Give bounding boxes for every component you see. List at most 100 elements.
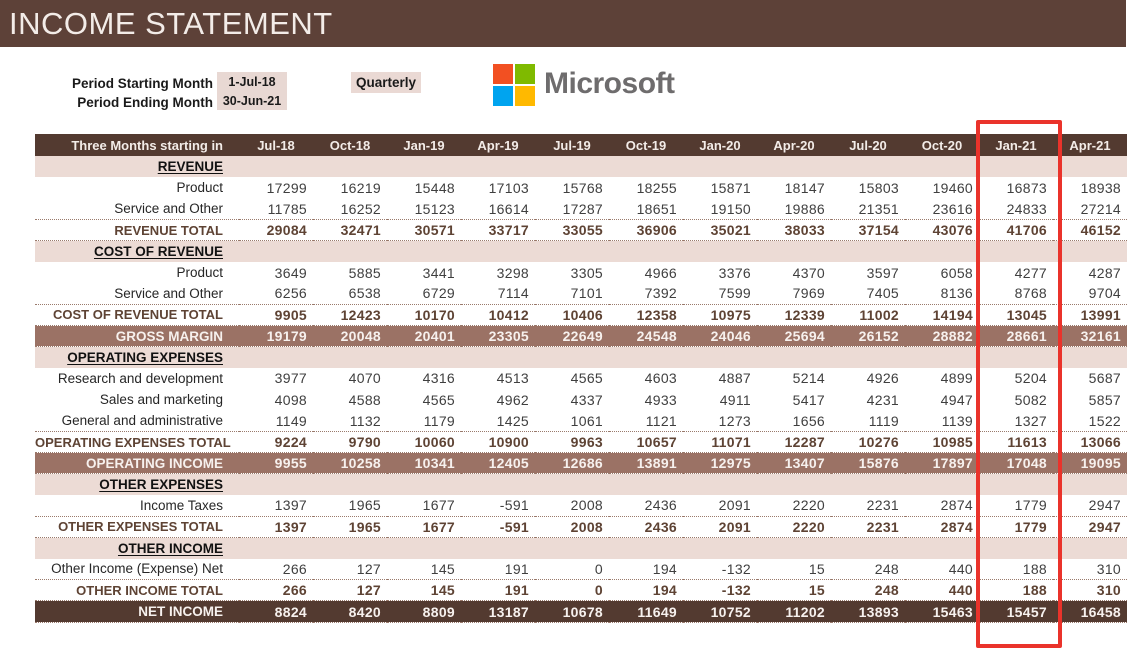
cell-Jul-19[interactable]: 1061 bbox=[570, 412, 603, 429]
section-filler[interactable] bbox=[239, 241, 1127, 262]
column-header-Jul-19[interactable]: Jul-19 bbox=[553, 137, 591, 153]
cell-Jan-21[interactable]: 13045 bbox=[1006, 306, 1047, 323]
cell-Jul-20[interactable]: 37154 bbox=[858, 222, 899, 239]
row-label[interactable]: REVENUE TOTAL bbox=[114, 222, 223, 238]
cell-Jul-19[interactable]: 4337 bbox=[570, 391, 603, 408]
cell-Apr-19[interactable]: 4513 bbox=[496, 370, 529, 387]
cell-Apr-20[interactable]: 2220 bbox=[792, 518, 825, 535]
cell-Jan-20[interactable]: 1273 bbox=[718, 412, 751, 429]
cell-Oct-18[interactable]: 32471 bbox=[340, 222, 381, 239]
cell-Apr-20[interactable]: 18147 bbox=[784, 179, 825, 196]
cell-Jan-21[interactable]: 17048 bbox=[1006, 455, 1047, 472]
cell-Oct-19[interactable]: 194 bbox=[652, 582, 677, 599]
cell-Apr-21[interactable]: 9704 bbox=[1088, 285, 1121, 302]
cell-Jan-19[interactable]: 3441 bbox=[422, 264, 455, 281]
cell-Jan-20[interactable]: 15871 bbox=[710, 179, 751, 196]
cell-Oct-20[interactable]: 2874 bbox=[940, 497, 973, 514]
cell-Jan-20[interactable]: 11071 bbox=[711, 434, 751, 451]
cell-Jul-18[interactable]: 6256 bbox=[274, 285, 307, 302]
cell-Jan-21[interactable]: 8768 bbox=[1014, 285, 1047, 302]
cell-Oct-20[interactable]: 15463 bbox=[932, 603, 973, 620]
cell-Apr-19[interactable]: 191 bbox=[504, 582, 529, 599]
column-header-Oct-18[interactable]: Oct-18 bbox=[329, 137, 371, 153]
cell-Apr-21[interactable]: 2947 bbox=[1088, 497, 1121, 514]
cell-Oct-20[interactable]: 19460 bbox=[932, 179, 973, 196]
cell-Jan-20[interactable]: 19150 bbox=[710, 200, 751, 217]
cell-Jul-18[interactable]: 1149 bbox=[275, 412, 307, 429]
period-starting-value-cell[interactable]: 1-Jul-18 bbox=[217, 72, 287, 91]
cell-Jan-19[interactable]: 6729 bbox=[422, 285, 455, 302]
cell-Jan-21[interactable]: 15457 bbox=[1006, 603, 1047, 620]
cell-Jan-20[interactable]: 2091 bbox=[718, 497, 751, 514]
cell-Apr-20[interactable]: 5214 bbox=[792, 370, 825, 387]
cell-Oct-20[interactable]: 4899 bbox=[940, 370, 973, 387]
cell-Jan-19[interactable]: 8809 bbox=[422, 603, 455, 620]
cell-Apr-21[interactable]: 32161 bbox=[1080, 328, 1121, 345]
cell-Oct-20[interactable]: 28882 bbox=[932, 328, 973, 345]
cell-Jan-21[interactable]: 1779 bbox=[1014, 518, 1047, 535]
row-label[interactable]: OTHER INCOME bbox=[117, 540, 223, 556]
row-label[interactable]: Product bbox=[176, 180, 223, 196]
cell-Jul-18[interactable]: 3649 bbox=[274, 264, 307, 281]
cell-Jul-20[interactable]: 13893 bbox=[858, 603, 899, 620]
cell-Jan-20[interactable]: 12975 bbox=[710, 455, 751, 472]
cell-Apr-19[interactable]: 23305 bbox=[488, 328, 529, 345]
cell-Jul-18[interactable]: 4098 bbox=[274, 391, 307, 408]
cell-Jul-20[interactable]: 21351 bbox=[858, 200, 899, 217]
row-label[interactable]: OTHER INCOME TOTAL bbox=[76, 582, 223, 598]
cell-Jan-19[interactable]: 4565 bbox=[422, 391, 455, 408]
row-label[interactable]: General and administrative bbox=[61, 413, 223, 429]
cell-Oct-19[interactable]: 194 bbox=[652, 560, 677, 577]
cell-Jul-20[interactable]: 7405 bbox=[866, 285, 899, 302]
cell-Jan-21[interactable]: 188 bbox=[1022, 582, 1047, 599]
cell-Oct-18[interactable]: 4070 bbox=[348, 370, 381, 387]
cell-Apr-20[interactable]: 7969 bbox=[792, 285, 825, 302]
cell-Jan-20[interactable]: 3376 bbox=[718, 264, 751, 281]
section-filler[interactable] bbox=[239, 347, 1127, 368]
cell-Oct-18[interactable]: 10258 bbox=[340, 455, 381, 472]
cell-Jul-18[interactable]: 8824 bbox=[274, 603, 307, 620]
cell-Jul-19[interactable]: 3305 bbox=[570, 264, 603, 281]
cell-Oct-19[interactable]: 2436 bbox=[644, 518, 677, 535]
cell-Oct-18[interactable]: 8420 bbox=[348, 603, 381, 620]
row-label[interactable]: OPERATING EXPENSES bbox=[67, 350, 223, 366]
cell-Jul-19[interactable]: 12686 bbox=[562, 455, 603, 472]
cell-Apr-19[interactable]: 10412 bbox=[488, 306, 529, 323]
cell-Jul-19[interactable]: 10406 bbox=[562, 306, 603, 323]
cell-Jul-18[interactable]: 9224 bbox=[274, 434, 307, 451]
cell-Oct-19[interactable]: 2436 bbox=[644, 497, 677, 514]
cell-Oct-20[interactable]: 23616 bbox=[932, 200, 973, 217]
frequency-dropdown-cell[interactable]: Quarterly bbox=[351, 72, 421, 93]
row-label[interactable]: Product bbox=[176, 265, 223, 281]
cell-Jan-20[interactable]: 24046 bbox=[710, 328, 751, 345]
cell-Apr-19[interactable]: 7114 bbox=[497, 285, 529, 302]
cell-Apr-19[interactable]: 1425 bbox=[496, 412, 529, 429]
cell-Jul-20[interactable]: 11002 bbox=[859, 306, 899, 323]
cell-Jul-19[interactable]: 0 bbox=[594, 582, 603, 599]
row-label[interactable]: COST OF REVENUE bbox=[93, 244, 223, 260]
cell-Jul-20[interactable]: 4926 bbox=[866, 370, 899, 387]
cell-Oct-19[interactable]: 4603 bbox=[644, 370, 677, 387]
cell-Oct-18[interactable]: 5885 bbox=[348, 264, 381, 281]
row-label[interactable]: Service and Other bbox=[114, 285, 223, 301]
corner-header[interactable]: Three Months starting in bbox=[71, 137, 223, 153]
cell-Jan-21[interactable]: 5204 bbox=[1014, 370, 1047, 387]
cell-Jul-18[interactable]: 266 bbox=[282, 582, 307, 599]
cell-Apr-20[interactable]: 4370 bbox=[792, 264, 825, 281]
cell-Oct-18[interactable]: 1965 bbox=[348, 497, 381, 514]
cell-Apr-21[interactable]: 19095 bbox=[1080, 455, 1121, 472]
cell-Jan-19[interactable]: 15123 bbox=[414, 200, 455, 217]
cell-Jan-20[interactable]: 35021 bbox=[710, 222, 751, 239]
row-label[interactable]: OTHER EXPENSES TOTAL bbox=[58, 519, 223, 535]
cell-Jan-20[interactable]: 7599 bbox=[718, 285, 751, 302]
cell-Jul-20[interactable]: 4231 bbox=[866, 391, 899, 408]
cell-Oct-20[interactable]: 43076 bbox=[932, 222, 973, 239]
cell-Oct-19[interactable]: 18651 bbox=[636, 200, 677, 217]
cell-Jul-19[interactable]: 17287 bbox=[562, 200, 603, 217]
cell-Jan-20[interactable]: 4911 bbox=[719, 391, 751, 408]
cell-Apr-20[interactable]: 12287 bbox=[784, 434, 825, 451]
column-header-Oct-20[interactable]: Oct-20 bbox=[921, 137, 963, 153]
cell-Apr-20[interactable]: 38033 bbox=[784, 222, 825, 239]
cell-Jul-18[interactable]: 29084 bbox=[266, 222, 307, 239]
cell-Oct-18[interactable]: 16219 bbox=[340, 179, 381, 196]
